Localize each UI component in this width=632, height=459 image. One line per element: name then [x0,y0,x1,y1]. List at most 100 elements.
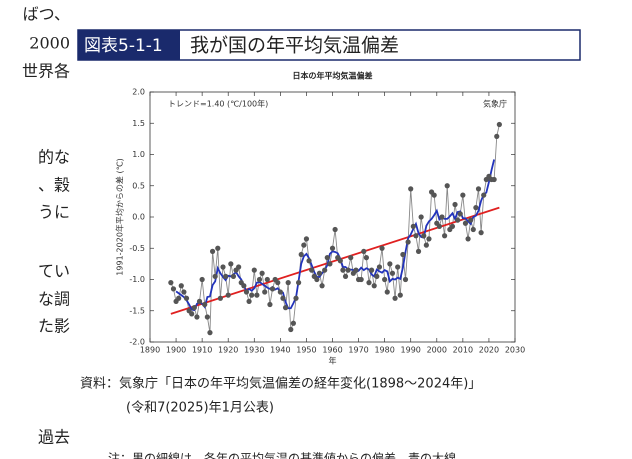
data-point [494,133,500,139]
data-point [400,251,406,258]
data-point [353,267,359,273]
data-point [395,264,401,270]
data-point [413,233,419,239]
data-point [306,258,312,264]
y-tick-label: 0.0 [132,213,145,222]
figure-title: 我が国の年平均気温偏差 [190,35,399,57]
data-point [207,330,213,336]
data-point [462,220,469,226]
data-point [194,314,200,320]
data-point [382,276,388,283]
data-point [241,283,247,289]
data-point [491,176,497,183]
data-point [290,320,296,326]
data-point [426,236,432,242]
data-point [408,186,414,192]
data-point [384,289,390,295]
data-point [327,261,333,267]
data-point [340,267,346,273]
data-point [460,192,466,198]
data-point [342,273,349,279]
data-point [337,258,343,264]
data-point [293,295,299,301]
data-point [204,314,210,320]
x-tick-label: 1970 [348,346,368,355]
data-point [387,261,393,267]
data-point [478,230,484,236]
x-tick-label: 2020 [479,346,499,355]
data-point [392,295,398,301]
data-point [457,211,463,217]
y-tick-label: -0.5 [129,244,145,253]
body-text-fragment: 世界各 [22,62,70,81]
y-tick-label: -1.0 [129,275,145,284]
data-point [402,276,409,283]
data-point [332,226,338,233]
data-point [389,270,396,276]
x-tick-label: 2010 [453,346,473,355]
caption-source: 資料：気象庁「日本の年平均気温偏差の経年変化(1898〜2024年)」 [80,376,481,392]
caption-note: 注：黒の細線は、各年の平均気温の基準値からの偏差、青の太線 [108,451,456,459]
data-point [217,295,223,301]
data-point [369,267,375,273]
annotation: トレンド=1.40 (℃/100年) [168,99,268,109]
data-point [371,283,377,289]
data-point [249,292,255,298]
data-point [199,276,205,283]
data-point [298,251,304,258]
data-point [405,239,411,245]
data-point [363,255,369,261]
data-point [309,267,315,273]
data-point [264,276,270,283]
data-point [220,264,226,270]
data-point [319,283,325,289]
chart-title: 日本の年平均気温偏差 [293,71,373,81]
body-text-fragment: ばつ、 [23,5,70,24]
data-point [191,305,197,311]
body-text-fragment: 、穀 [38,176,70,195]
y-tick-label: 0.5 [132,181,145,190]
x-tick-label: 2030 [505,346,525,355]
data-point [473,205,479,211]
figure-number: 図表5-1-1 [84,36,163,56]
data-point [296,280,302,286]
data-point [209,248,216,254]
data-point [303,236,310,242]
x-tick-label: 1910 [192,346,212,355]
data-point [379,245,385,251]
data-point [178,283,184,289]
body-text-fragment: うに [38,203,70,222]
data-point [176,295,182,301]
data-point [439,214,445,220]
data-point [376,264,383,270]
data-point [415,248,422,254]
data-point [449,223,456,229]
y-tick-label: 2.0 [132,88,145,97]
data-point [285,280,291,286]
data-point [361,248,367,254]
data-point [202,301,208,308]
data-point [452,201,458,208]
data-point [228,261,234,267]
data-point [243,289,250,295]
data-point [223,273,229,279]
data-point [436,223,442,229]
data-point [366,280,372,286]
data-point [444,183,450,189]
data-point [410,223,416,229]
data-point [322,267,328,273]
data-point [481,192,487,198]
data-point [316,270,323,276]
data-point [314,276,320,283]
data-point [282,305,289,311]
data-point [269,286,276,292]
data-point [267,301,273,308]
data-point [345,267,351,273]
data-point [324,255,330,261]
data-point [465,236,471,242]
data-point [374,273,380,279]
data-point [256,276,263,283]
data-point [348,255,354,261]
data-point [358,276,364,283]
